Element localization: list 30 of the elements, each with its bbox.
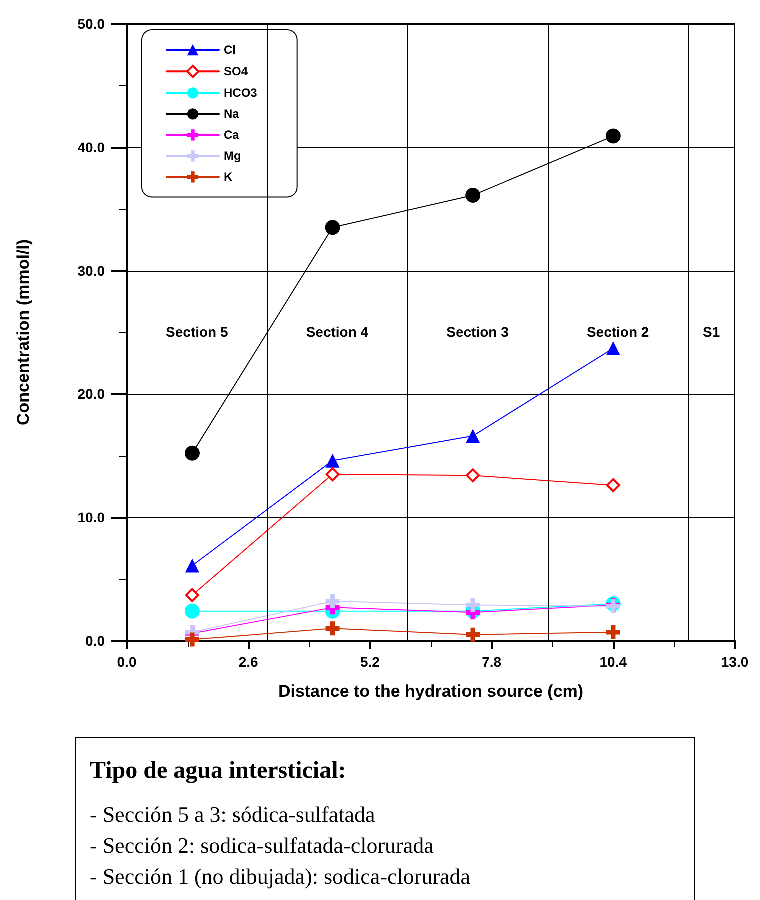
text: Tipo de agua intersticial: <box>90 757 348 786</box>
x-tick-label: 0.0 <box>117 654 137 670</box>
text: - Sección 1 (no dibujada): sodica-clorurada <box>90 863 472 891</box>
legend-label: K <box>224 170 233 184</box>
y-tick-label: 20.0 <box>78 386 106 402</box>
annotation: Section 2 <box>586 324 650 340</box>
y-tick-label: 30.0 <box>78 262 106 279</box>
legend-label: Na <box>224 107 240 122</box>
x-tick-label: 13.0 <box>721 654 749 670</box>
annotation: Section 5 <box>166 324 228 340</box>
annotation: Section 4 <box>306 324 369 340</box>
x-tick-label: 10.4 <box>600 654 628 670</box>
x-tick-label: 2.6 <box>238 654 259 670</box>
y-tick-label: 50.0 <box>78 16 106 32</box>
x-tick-label: 7.8 <box>482 654 502 670</box>
x-tick-label: 5.2 <box>360 654 380 670</box>
y-tick-label: 0.0 <box>86 633 106 649</box>
annotation: S1 <box>703 324 720 340</box>
legend-label: Ca <box>224 128 240 142</box>
text: - Sección 2: sodica-sulfatada-clorurada <box>90 832 435 860</box>
legend-label: Cl <box>224 43 236 57</box>
y-tick-label: 40.0 <box>78 139 106 156</box>
legend-label: SO4 <box>224 64 248 79</box>
legend-label: HCO3 <box>224 86 258 100</box>
annotation: Section 3 <box>446 324 510 340</box>
text: - Sección 5 a 3: sódica-sulfatada <box>90 801 376 829</box>
legend-label: Mg <box>224 149 242 164</box>
y-tick-label: 10.0 <box>78 510 106 526</box>
x-axis-title: Distance to the hydration source (cm) <box>278 682 584 701</box>
y-axis-title: Concentration (mmol/l) <box>14 239 33 426</box>
